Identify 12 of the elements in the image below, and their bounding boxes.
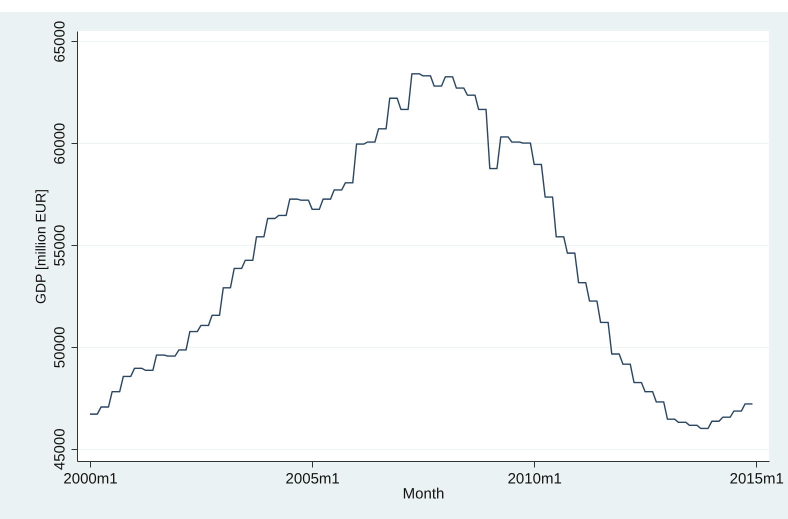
y-tick-label: 45000	[52, 428, 68, 470]
y-tick-label: 65000	[52, 20, 68, 63]
y-axis-title: GDP [million EUR]	[32, 189, 48, 304]
y-tick-label: 50000	[52, 326, 68, 368]
line-series	[89, 73, 754, 430]
x-tick-label: 2000m1	[63, 470, 118, 488]
y-tick-label: 55000	[52, 224, 68, 266]
x-tick-label: 2005m1	[286, 470, 340, 488]
x-axis-title: Month	[402, 486, 444, 502]
y-tick-label: 60000	[52, 122, 68, 164]
x-tick-label: 2010m1	[508, 470, 562, 488]
x-tick-label: 2015m1	[730, 470, 784, 488]
